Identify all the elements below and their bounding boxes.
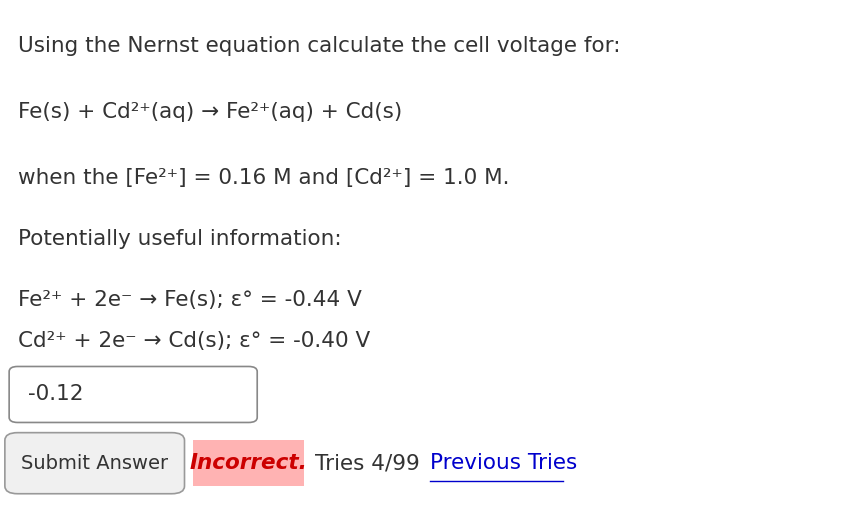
Text: Previous Tries: Previous Tries — [430, 453, 577, 473]
FancyBboxPatch shape — [9, 366, 257, 422]
Text: Submit Answer: Submit Answer — [21, 454, 169, 473]
Text: Incorrect.: Incorrect. — [190, 453, 307, 473]
Text: Tries 4/99: Tries 4/99 — [314, 453, 419, 473]
Text: Potentially useful information:: Potentially useful information: — [18, 229, 342, 249]
FancyBboxPatch shape — [5, 433, 185, 494]
FancyBboxPatch shape — [193, 440, 304, 486]
Text: Using the Nernst equation calculate the cell voltage for:: Using the Nernst equation calculate the … — [18, 36, 621, 55]
Text: Cd²⁺ + 2e⁻ → Cd(s); ε° = -0.40 V: Cd²⁺ + 2e⁻ → Cd(s); ε° = -0.40 V — [18, 331, 370, 351]
Text: Fe(s) + Cd²⁺(aq) → Fe²⁺(aq) + Cd(s): Fe(s) + Cd²⁺(aq) → Fe²⁺(aq) + Cd(s) — [18, 102, 402, 122]
Text: Fe²⁺ + 2e⁻ → Fe(s); ε° = -0.44 V: Fe²⁺ + 2e⁻ → Fe(s); ε° = -0.44 V — [18, 290, 361, 310]
Text: when the [Fe²⁺] = 0.16 M and [Cd²⁺] = 1.0 M.: when the [Fe²⁺] = 0.16 M and [Cd²⁺] = 1.… — [18, 168, 509, 188]
Text: -0.12: -0.12 — [28, 384, 84, 405]
